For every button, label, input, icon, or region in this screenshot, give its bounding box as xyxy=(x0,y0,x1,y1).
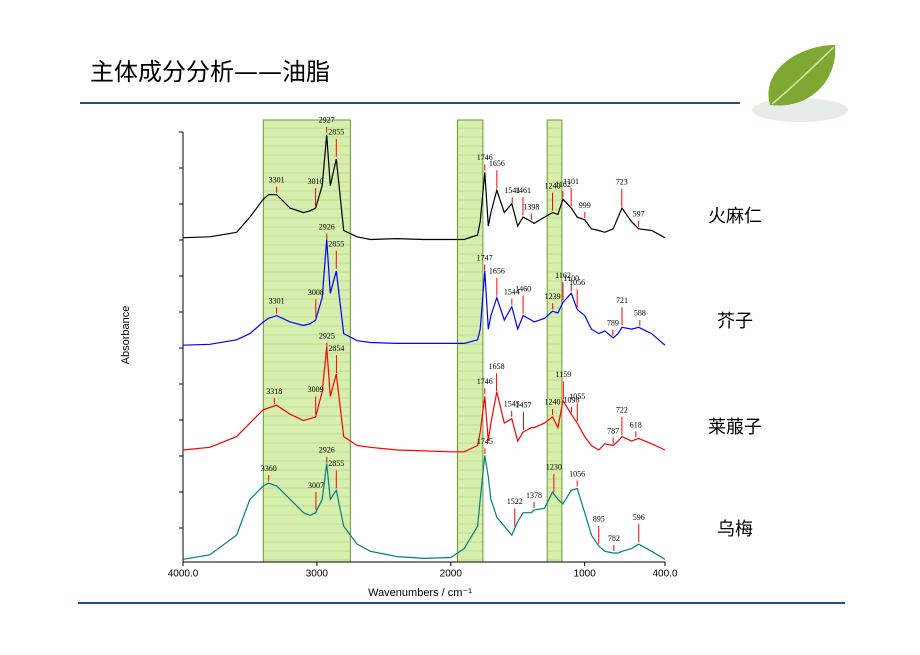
series-name: 莱菔子 xyxy=(708,417,762,438)
peak-label: 1460 xyxy=(515,284,531,293)
peak-label: 2854 xyxy=(328,344,344,353)
peak-label: 723 xyxy=(616,178,628,187)
peak-label: 1239 xyxy=(545,292,561,301)
peak-label: 3360 xyxy=(261,464,277,473)
plot: 4000.0 3000 2000 1000 400.0 3301 3010 2927 2855 1… xyxy=(168,116,678,580)
peak-label: 789 xyxy=(607,319,619,328)
peak-label: 1541 xyxy=(504,186,520,195)
peak-label: 721 xyxy=(616,296,628,305)
peak-label: 2926 xyxy=(319,446,335,455)
peak-label: 895 xyxy=(593,515,605,524)
peak-label: 2855 xyxy=(328,240,344,249)
peak-label: 2855 xyxy=(328,128,344,137)
peak-label: 2927 xyxy=(319,116,335,125)
spectrum-line xyxy=(182,455,666,560)
peak-label: 1159 xyxy=(556,370,572,379)
x-tick-label: 2000 xyxy=(440,569,463,580)
series-name: 火麻仁 xyxy=(708,206,762,227)
slide-title: 主体成分分析——油脂 xyxy=(90,58,330,86)
peak-label: 3010 xyxy=(308,177,324,186)
peak-label: 1055 xyxy=(569,392,585,401)
peak-label: 1101 xyxy=(563,177,579,186)
peak-label: 1240 xyxy=(545,181,561,190)
x-tick-label: 3000 xyxy=(306,569,329,580)
peak-label: 1098 xyxy=(564,395,580,404)
peak-label: 1056 xyxy=(569,469,585,478)
peak-label: 2925 xyxy=(319,331,335,340)
y-axis-label: Absorbance xyxy=(120,306,132,365)
peak-label: 1746 xyxy=(477,377,493,386)
peak-label: 1745 xyxy=(477,437,493,446)
peak-label: 1378 xyxy=(526,491,542,500)
peak-label: 1461 xyxy=(515,186,531,195)
peak-label: 3301 xyxy=(269,176,285,185)
series-name: 乌梅 xyxy=(717,519,753,540)
peak-label: 588 xyxy=(634,309,646,318)
peak-label: 1162 xyxy=(555,271,571,280)
peak-label: 2855 xyxy=(328,459,344,468)
x-tick-label: 400.0 xyxy=(652,569,677,580)
x-axis-label: Wavenumbers / cm⁻¹ xyxy=(368,587,472,599)
peak-label: 1658 xyxy=(489,362,505,371)
peak-label: 722 xyxy=(616,406,628,415)
x-tick-label: 4000.0 xyxy=(168,569,199,580)
spectrum-line xyxy=(182,346,666,453)
peak-label: 1230 xyxy=(546,463,562,472)
peak-label: 1747 xyxy=(477,253,493,262)
peak-label: 1522 xyxy=(507,497,523,506)
peak-label: 3007 xyxy=(308,481,324,490)
highlight-band xyxy=(456,119,484,563)
peak-label: 596 xyxy=(633,513,645,522)
peak-label: 3318 xyxy=(266,387,282,396)
peak-label: 1545 xyxy=(504,400,520,409)
peak-label: 1056 xyxy=(569,278,585,287)
peak-label: 1544 xyxy=(504,288,520,297)
x-tick-label: 1000 xyxy=(574,569,597,580)
peak-label: 1240 xyxy=(545,398,561,407)
spectrum-line xyxy=(182,239,666,346)
peak-label: 3008 xyxy=(308,288,324,297)
peak-label: 597 xyxy=(633,210,645,219)
peak-label: 1162 xyxy=(555,180,571,189)
peak-label: 1457 xyxy=(515,401,531,410)
leaf-logo xyxy=(752,45,848,122)
peak-label: 1100 xyxy=(563,274,579,283)
peak-label: 787 xyxy=(607,426,619,435)
peak-label: 2926 xyxy=(319,222,335,231)
peak-label: 782 xyxy=(608,534,620,543)
spectrum-line xyxy=(182,134,666,241)
peak-label: 1656 xyxy=(489,159,505,168)
peak-label: 1656 xyxy=(489,267,505,276)
peak-label: 1398 xyxy=(523,202,539,211)
peak-label: 3009 xyxy=(308,385,324,394)
peak-label: 3301 xyxy=(269,296,285,305)
peak-label: 618 xyxy=(630,420,642,429)
peak-label: 1746 xyxy=(477,153,493,162)
series-name: 芥子 xyxy=(717,311,753,332)
peak-label: 999 xyxy=(579,201,591,210)
